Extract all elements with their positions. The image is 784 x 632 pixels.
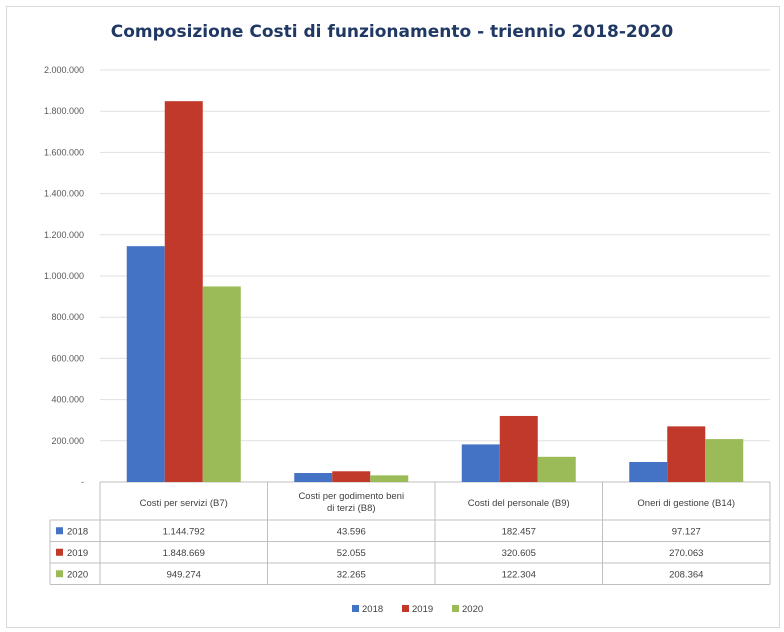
data-cell: 1.848.669: [163, 548, 205, 559]
legend-swatch-2020: [452, 605, 459, 612]
data-cell: 122.304: [502, 569, 536, 580]
data-cell: 182.457: [502, 526, 536, 537]
category-label: di terzi (B8): [327, 503, 376, 514]
bar-2019-3: [499, 415, 538, 482]
category-label: Costi per servizi (B7): [140, 498, 228, 509]
data-cell: 97.127: [672, 526, 701, 537]
bar-2020-1: [202, 286, 241, 482]
y-tick-label: 800.000: [51, 312, 84, 322]
category-label: Oneri di gestione (B14): [637, 498, 735, 509]
y-tick-label: 1.000.000: [44, 271, 84, 281]
data-cell: 52.055: [337, 548, 366, 559]
y-tick-label: 1.600.000: [44, 147, 84, 157]
legend-swatch-2019: [402, 605, 409, 612]
bar-2018-1: [126, 246, 165, 482]
chart-title: Composizione Costi di funzionamento - tr…: [110, 22, 674, 42]
data-cell: 1.144.792: [163, 526, 205, 537]
data-cell: 43.596: [337, 526, 366, 537]
category-label: Costi per godimento beni: [298, 491, 404, 502]
data-cell: 320.605: [502, 548, 536, 559]
bar-2018-3: [461, 444, 500, 482]
data-cell: 32.265: [337, 569, 366, 580]
y-tick-label: 2.000.000: [44, 65, 84, 75]
row-label: 2020: [67, 569, 88, 580]
y-tick-label: 600.000: [51, 353, 84, 363]
y-tick-label: 1.800.000: [44, 106, 84, 116]
bar-2020-2: [370, 475, 409, 482]
legend-label: 2018: [362, 604, 383, 615]
y-tick-label: 400.000: [51, 395, 84, 405]
legend-label: 2020: [462, 604, 483, 615]
bar-2020-3: [537, 456, 576, 482]
y-tick-label: 1.400.000: [44, 189, 84, 199]
bar-2019-2: [332, 471, 371, 482]
bar-2019-4: [667, 426, 706, 482]
legend-swatch-2018: [352, 605, 359, 612]
y-tick-label: -: [81, 477, 84, 487]
y-tick-label: 1.200.000: [44, 230, 84, 240]
category-label: Costi del personale (B9): [468, 498, 570, 509]
bar-2018-4: [629, 461, 668, 482]
row-key-2018: [56, 527, 63, 535]
bar-2020-4: [705, 439, 744, 482]
y-tick-label: 200.000: [51, 436, 84, 446]
bar-2019-1: [164, 101, 203, 482]
row-key-2020: [56, 570, 63, 578]
data-cell: 949.274: [167, 569, 201, 580]
data-cell: 270.063: [669, 548, 703, 559]
row-label: 2018: [67, 526, 88, 537]
row-key-2019: [56, 548, 63, 556]
bar-2018-2: [294, 473, 333, 482]
row-label: 2019: [67, 548, 88, 559]
data-cell: 208.364: [669, 569, 703, 580]
legend-label: 2019: [412, 604, 433, 615]
